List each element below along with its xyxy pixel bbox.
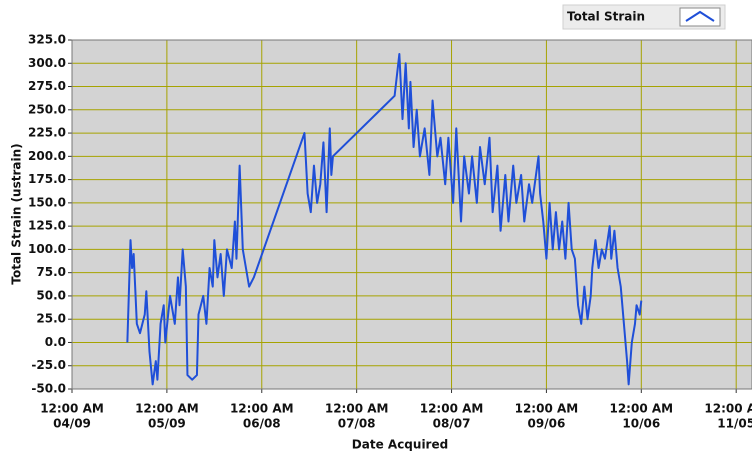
data-line — [126, 52, 643, 386]
y-tick-label: 150.0 — [28, 195, 66, 209]
x-axis-title: Date Acquired — [352, 438, 448, 452]
y-tick-label: 325.0 — [28, 33, 66, 47]
y-axis-title: Total Strain (ustrain) — [10, 143, 24, 284]
x-tick-label: 12:00 AM — [230, 402, 294, 416]
y-tick-label: 25.0 — [36, 312, 66, 326]
y-tick-label: 50.0 — [36, 288, 66, 302]
x-tick-label: 12:00 AM — [609, 402, 673, 416]
y-tick-label: 75.0 — [36, 265, 66, 279]
y-tick-label: 100.0 — [28, 242, 66, 256]
plot-area — [72, 40, 752, 389]
x-tick-label: 11/05 — [717, 417, 752, 431]
x-tick-label: 06/08 — [243, 417, 281, 431]
y-tick-label: 250.0 — [28, 102, 66, 116]
x-tick-label: 10/06 — [622, 417, 660, 431]
legend-icon-box — [679, 7, 721, 27]
x-tick-label: 05/09 — [148, 417, 186, 431]
legend-icon — [685, 10, 715, 22]
y-tick-label: -25.0 — [31, 358, 66, 372]
plot-frame — [71, 39, 752, 390]
x-tick-label: 09/06 — [528, 417, 566, 431]
y-tick-label: 275.0 — [28, 79, 66, 93]
x-tick-label: 12:00 AM — [515, 402, 579, 416]
x-tick-label: 12:00 AM — [325, 402, 389, 416]
x-tick-label: 07/08 — [338, 417, 376, 431]
y-tick-label: 0.0 — [45, 335, 66, 349]
x-tick-label: 12:00 AM — [135, 402, 199, 416]
x-tick-label: 12:00 AM — [40, 402, 104, 416]
y-tick-label: 175.0 — [28, 172, 66, 186]
legend: Total Strain — [562, 4, 726, 30]
y-tick-label: 225.0 — [28, 126, 66, 140]
x-tick-label: 08/07 — [433, 417, 471, 431]
x-tick-label: 04/09 — [53, 417, 91, 431]
x-tick-label: 12:00 AM — [420, 402, 484, 416]
y-tick-label: -50.0 — [31, 382, 66, 396]
y-tick-label: 200.0 — [28, 149, 66, 163]
y-tick-label: 300.0 — [28, 56, 66, 70]
legend-label: Total Strain — [567, 10, 645, 24]
x-tick-label: 12:00 AM — [704, 402, 752, 416]
y-tick-label: 125.0 — [28, 219, 66, 233]
